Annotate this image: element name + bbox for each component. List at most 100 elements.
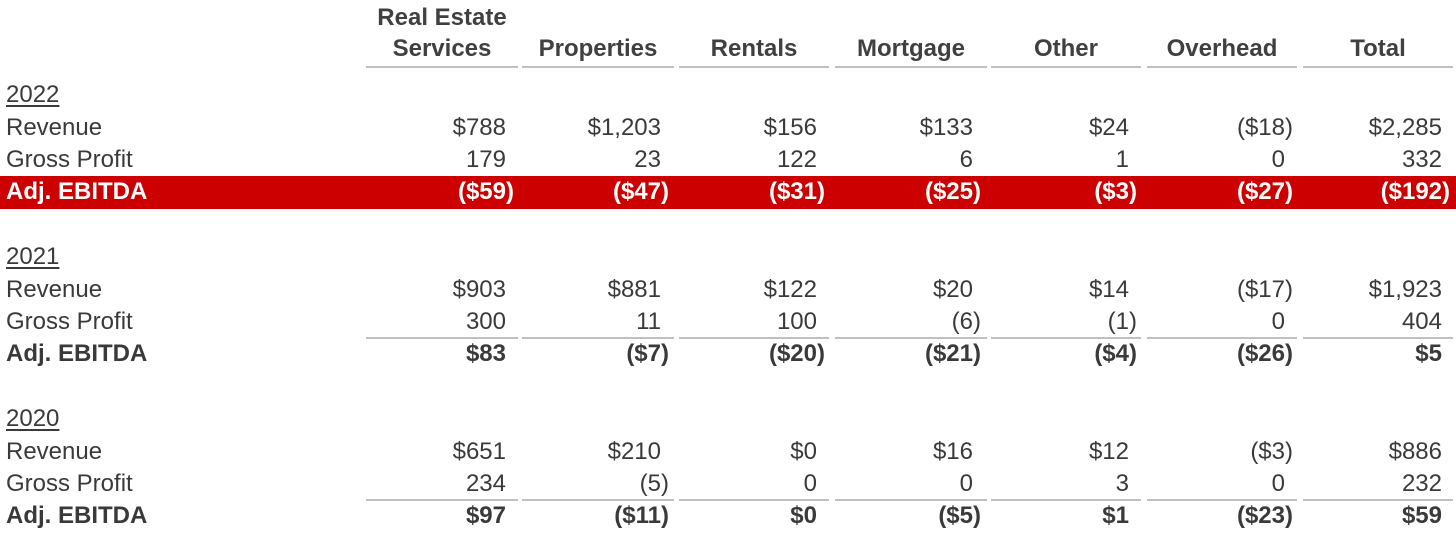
- cell: $16: [932, 438, 973, 465]
- rule-segment: [835, 337, 987, 339]
- cell: $0: [790, 438, 817, 465]
- cell: $20: [932, 276, 973, 303]
- cell: (5): [639, 470, 669, 497]
- cell: ($20): [768, 340, 825, 367]
- rule-segment: [991, 337, 1141, 339]
- cell: 3: [1115, 470, 1129, 497]
- year-label: 2022: [6, 81, 60, 108]
- cell: ($25): [924, 178, 981, 205]
- rule-segment: [1303, 337, 1453, 339]
- rule-segment: [522, 499, 674, 501]
- cell: 23: [634, 146, 661, 173]
- col-header-properties: Properties: [522, 33, 674, 68]
- cell: $59: [1401, 502, 1442, 529]
- cell: 0: [1271, 146, 1285, 173]
- table-row: Revenue $903 $881 $122 $20 $14 ($17) $1,…: [0, 274, 1456, 306]
- cell: $1: [1102, 502, 1129, 529]
- cell: ($18): [1236, 114, 1293, 141]
- cell: $122: [763, 276, 817, 303]
- cell: $1,923: [1368, 276, 1442, 303]
- cell: 300: [465, 308, 506, 335]
- cell: $651: [452, 438, 506, 465]
- cell: 404: [1401, 308, 1442, 335]
- col-header-total: Total: [1303, 33, 1453, 68]
- cell: $2,285: [1368, 114, 1442, 141]
- cell: ($3): [1250, 438, 1293, 465]
- cell: (6): [951, 308, 981, 335]
- rule-segment: [1147, 337, 1297, 339]
- col-header-line1: Real Estate: [377, 4, 507, 31]
- row-label: Adj. EBITDA: [6, 340, 148, 367]
- cell: $133: [919, 114, 973, 141]
- cell: ($27): [1236, 178, 1293, 205]
- cell: 332: [1401, 146, 1442, 173]
- rule-segment: [1303, 499, 1453, 501]
- rule-segment: [679, 337, 829, 339]
- rule-segment: [522, 337, 674, 339]
- rule-segment: [366, 337, 518, 339]
- col-header-line2: Services: [392, 35, 492, 62]
- cell: $903: [452, 276, 506, 303]
- cell: 0: [1271, 470, 1285, 497]
- rule-segment: [991, 499, 1141, 501]
- cell: $14: [1088, 276, 1129, 303]
- cell: ($17): [1236, 276, 1293, 303]
- col-header-rentals: Rentals: [679, 33, 829, 68]
- cell: $1,203: [587, 114, 661, 141]
- col-header-overhead: Overhead: [1147, 33, 1297, 68]
- cell: 0: [959, 470, 973, 497]
- cell: 1: [1115, 146, 1129, 173]
- cell: 0: [803, 470, 817, 497]
- col-header-mortgage: Mortgage: [835, 33, 987, 68]
- col-header-other: Other: [991, 33, 1141, 68]
- cell: ($7): [626, 340, 669, 367]
- cell: 122: [776, 146, 817, 173]
- cell: $97: [465, 502, 506, 529]
- rule-segment: [835, 499, 987, 501]
- row-label: Revenue: [6, 438, 103, 465]
- cell: $788: [452, 114, 506, 141]
- table-row: Revenue $788 $1,203 $156 $133 $24 ($18) …: [0, 112, 1456, 144]
- row-label: Revenue: [6, 114, 103, 141]
- cell: 11: [636, 308, 661, 335]
- cell: $83: [465, 340, 506, 367]
- table-row: Revenue $651 $210 $0 $16 $12 ($3) $886: [0, 436, 1456, 468]
- table-row-highlighted: Adj. EBITDA ($59) ($47) ($31) ($25) ($3)…: [0, 176, 1456, 209]
- row-label: Gross Profit: [6, 308, 133, 335]
- cell: $0: [790, 502, 817, 529]
- cell: ($21): [924, 340, 981, 367]
- row-label: Adj. EBITDA: [6, 502, 148, 529]
- cell: 232: [1401, 470, 1442, 497]
- row-label: Adj. EBITDA: [6, 178, 148, 205]
- cell: 0: [1271, 308, 1285, 335]
- cell: ($59): [457, 178, 514, 205]
- table-row: Gross Profit 179 23 122 6 1 0 332: [0, 144, 1456, 176]
- year-label: 2021: [6, 243, 60, 270]
- cell: ($3): [1094, 178, 1137, 205]
- cell: ($23): [1236, 502, 1293, 529]
- cell: $5: [1415, 340, 1442, 367]
- cell: ($11): [614, 502, 669, 529]
- rule-segment: [366, 499, 518, 501]
- table-row: Gross Profit 234 (5) 0 0 3 0 232: [0, 468, 1456, 500]
- cell: $210: [607, 438, 661, 465]
- cell: (1): [1107, 308, 1137, 335]
- cell: ($192): [1380, 178, 1450, 205]
- cell: $886: [1388, 438, 1442, 465]
- row-label: Revenue: [6, 276, 103, 303]
- cell: $24: [1088, 114, 1129, 141]
- rule-segment: [1147, 499, 1297, 501]
- cell: $881: [607, 276, 661, 303]
- table-row-total: Adj. EBITDA $97 ($11) $0 ($5) $1 ($23) $…: [0, 500, 1456, 532]
- cell: ($4): [1094, 340, 1137, 367]
- table-row: Gross Profit 300 11 100 (6) (1) 0 404: [0, 306, 1456, 338]
- cell: ($31): [768, 178, 825, 205]
- cell: ($47): [612, 178, 669, 205]
- table-row-total: Adj. EBITDA $83 ($7) ($20) ($21) ($4) ($…: [0, 338, 1456, 370]
- cell: $12: [1088, 438, 1129, 465]
- row-label: Gross Profit: [6, 470, 133, 497]
- cell: 179: [465, 146, 506, 173]
- rule-segment: [679, 499, 829, 501]
- cell: ($26): [1236, 340, 1293, 367]
- year-label: 2020: [6, 405, 60, 432]
